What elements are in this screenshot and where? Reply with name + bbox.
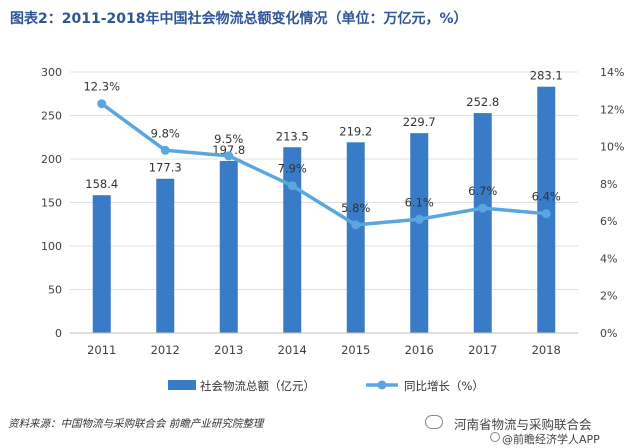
growth-value-label: 6.1% [405,195,434,209]
right-tick-label: 14% [600,66,624,79]
watermark-brand: @前瞻经济学人APP [502,433,600,446]
bar-value-label: 213.5 [276,129,309,143]
left-tick-label: 100 [41,240,62,253]
legend: 社会物流总额（亿元） 同比增长（%） [168,379,484,393]
growth-line [100,102,547,227]
x-axis: 2011 2012 2013 2014 2015 2016 2017 2018 [70,332,578,357]
legend-line-marker [377,380,387,390]
right-tick-label: 6% [600,215,617,228]
bar-value-label: 229.7 [403,115,436,129]
growth-point [224,151,234,161]
left-tick-label: 300 [41,66,62,79]
bar [92,195,111,333]
growth-point [541,209,551,219]
x-tick-label: 2013 [214,343,243,357]
growth-value-label: 6.4% [532,190,561,204]
right-tick-label: 0% [600,327,617,340]
left-axis: 0 50 100 150 200 250 300 [41,66,578,340]
bar-value-label: 177.3 [149,161,182,175]
growth-point [414,214,424,224]
bar [156,178,175,333]
bar [283,147,302,333]
growth-point [160,145,170,155]
growth-value-label: 9.8% [151,126,180,140]
growth-point [351,220,361,230]
bar [346,142,365,333]
bar-value-label: 158.4 [85,177,118,191]
x-tick-label: 2017 [468,343,497,357]
brand-icon [490,432,500,442]
right-tick-label: 2% [600,290,617,303]
x-tick-label: 2018 [532,343,561,357]
right-tick-label: 12% [600,103,624,116]
growth-point [478,203,488,213]
watermark-account: 河南省物流与采购联合会 [454,417,592,432]
left-tick-label: 200 [41,153,62,166]
left-tick-label: 250 [41,110,62,123]
bar-value-label: 219.2 [339,124,372,138]
right-tick-label: 8% [600,178,617,191]
growth-value-label: 12.3% [83,80,120,94]
bar [473,113,492,334]
growth-value-label: 9.5% [214,132,243,146]
x-tick-label: 2015 [341,343,370,357]
bar-value-label: 283.1 [530,69,563,83]
growth-value-label: 6.7% [468,184,497,198]
growth-value-label: 5.8% [341,201,370,215]
x-tick-label: 2012 [151,343,180,357]
line-series [97,99,551,230]
x-tick-label: 2014 [278,343,307,357]
wechat-icon [425,415,443,429]
legend-bar-swatch [168,380,196,390]
bar [219,160,238,333]
bar [410,133,429,333]
left-tick-label: 0 [55,327,62,340]
right-tick-label: 4% [600,252,617,265]
legend-bar-label: 社会物流总额（亿元） [200,379,315,393]
growth-point [97,99,107,109]
legend-line-label: 同比增长（%） [404,379,484,393]
line-labels: 12.3% 9.8% 9.5% 7.9% 5.8% 6.1% 6.7% 6.4% [83,80,560,215]
chart-title: 图表2：2011-2018年中国社会物流总额变化情况（单位：万亿元，%） [10,11,468,27]
growth-value-label: 7.9% [278,162,307,176]
growth-point [287,181,297,191]
left-tick-label: 150 [41,197,62,210]
source-note: 资料来源：中国物流与采购联合会 前瞻产业研究院整理 [8,418,264,430]
x-tick-label: 2011 [87,343,116,357]
bar-series [92,86,556,334]
right-tick-label: 10% [600,141,624,154]
x-tick-label: 2016 [405,343,434,357]
left-tick-label: 50 [48,284,62,297]
bar-value-label: 252.8 [466,95,499,109]
right-axis: 0% 2% 4% 6% 8% 10% 12% 14% [600,66,624,340]
